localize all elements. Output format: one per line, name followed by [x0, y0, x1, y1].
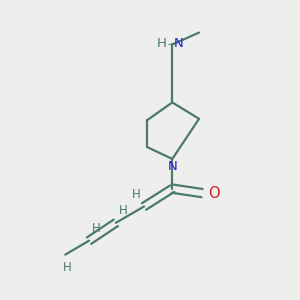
- Text: H: H: [92, 222, 101, 235]
- Text: O: O: [208, 186, 220, 201]
- Text: –: –: [167, 39, 172, 49]
- Text: H: H: [132, 188, 141, 200]
- Text: H: H: [62, 261, 71, 274]
- Text: N: N: [173, 37, 183, 50]
- Text: N: N: [167, 160, 177, 173]
- Text: H: H: [119, 205, 128, 218]
- Text: H: H: [157, 37, 167, 50]
